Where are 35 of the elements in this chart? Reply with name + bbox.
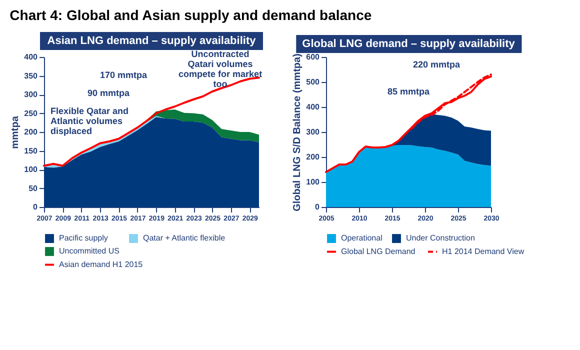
- y-tick-label: 0: [315, 202, 320, 212]
- annotation: 220 mmtpa: [413, 60, 462, 70]
- legend-label: H1 2014 Demand View: [442, 246, 524, 256]
- annotation: 90 mmtpa: [87, 88, 130, 98]
- y-axis-title: mmtpa: [10, 116, 22, 149]
- legend-label: Pacific supply: [59, 234, 108, 243]
- y-tick-label: 0: [33, 202, 38, 212]
- y-tick-label: 150: [24, 146, 38, 156]
- y-tick-label: 100: [24, 165, 38, 174]
- y-tick-label: 100: [306, 178, 320, 186]
- y-tick-label: 400: [24, 52, 38, 62]
- y-tick-label: 350: [24, 71, 38, 80]
- annotation: 85 mmtpa: [387, 86, 430, 96]
- chart-title: Global LNG demand – supply availability: [302, 38, 516, 50]
- chart-subtitle: Asian LNG demand – supply availability: [47, 35, 257, 47]
- chart-title: Chart 4: Global and Asian supply and demand balance: [10, 7, 372, 23]
- y-tick-label: 500: [306, 78, 320, 86]
- y-tick-label: 200: [24, 128, 38, 136]
- legend-label: Uncommitted US: [59, 246, 120, 256]
- y-tick-label: 250: [24, 108, 38, 118]
- annotation: Uncontracted Qatari volumes compete for market too: [178, 49, 262, 89]
- y-tick-label: 300: [306, 128, 320, 136]
- legend-label: Under Construction: [406, 234, 475, 243]
- legend-label: Global LNG Demand: [341, 246, 416, 256]
- y-tick-label: 400: [306, 102, 320, 112]
- y-axis-title: Global LNG S/D Balance (mmtpa): [292, 54, 304, 212]
- legend-label: Asian demand H1 2015: [59, 260, 144, 269]
- legend-label: Operational: [341, 234, 383, 243]
- y-tick-label: 50: [28, 184, 38, 193]
- y-tick-label: 300: [24, 90, 38, 99]
- annotation: 170 mmtpa: [100, 70, 148, 80]
- legend-label: Qatar + Atlantic flexible: [143, 234, 226, 243]
- annotation: Flexible Qatar and Atlantic volumes displaced: [50, 106, 128, 136]
- y-tick-label: 200: [306, 152, 320, 162]
- y-tick-label: 600: [306, 52, 320, 62]
